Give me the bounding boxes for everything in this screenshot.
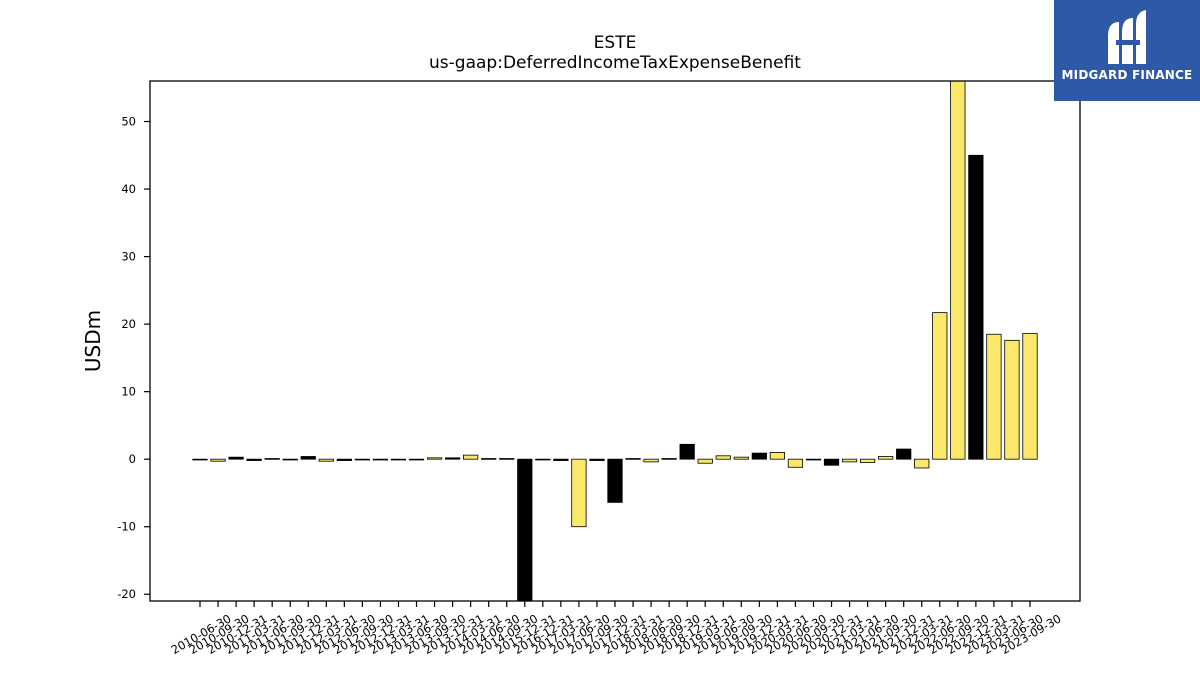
bar-2011-06-30	[264, 458, 280, 460]
bar-2017-03-31	[553, 458, 569, 461]
y-tick-label: 40	[121, 182, 136, 196]
bar-2013-06-30	[408, 458, 425, 461]
y-axis: -20 -10 0 10 20 30 40 50	[117, 115, 150, 601]
bar-2021-03-31	[841, 458, 858, 463]
y-tick-label: 0	[129, 452, 136, 466]
y-tick-label: 10	[121, 385, 136, 399]
y-tick-label: 30	[121, 250, 136, 264]
bar-2013-09-30	[426, 457, 443, 460]
y-tick-label: 50	[121, 115, 136, 129]
bar-2020-09-30	[805, 458, 822, 461]
bar-2012-09-30	[354, 458, 371, 461]
bar-2011-12-31	[300, 456, 316, 460]
bar-2014-09-30	[499, 458, 515, 460]
x-axis: 2010-06-302010-09-302010-12-312011-03-31…	[169, 601, 1064, 657]
bar-2022-09-30	[950, 80, 966, 460]
bar-2013-03-31	[390, 458, 407, 461]
bar-2018-03-31	[625, 458, 641, 460]
bar-2010-12-31	[228, 456, 244, 460]
bar-2016-12-31	[535, 458, 551, 461]
bar-2011-03-31	[246, 458, 262, 461]
chart-title: ESTE	[594, 33, 637, 53]
bar-2018-12-31	[679, 443, 695, 460]
bar-2022-12-31	[968, 154, 984, 460]
bar-2012-12-31	[372, 458, 389, 461]
bar-2014-06-30	[481, 458, 497, 460]
y-axis-label: USDm	[81, 310, 105, 372]
bar-2021-12-31	[896, 448, 912, 460]
bar-2020-06-30	[787, 458, 804, 468]
chart-subtitle: us-gaap:DeferredIncomeTaxExpenseBenefit	[429, 53, 801, 73]
bar-2010-06-30	[192, 458, 208, 461]
bar-2020-03-31	[769, 452, 785, 460]
bar-2021-06-30	[859, 458, 876, 463]
bar-2017-12-31	[607, 458, 623, 503]
bars-group	[192, 80, 1038, 602]
bar-2013-12-31	[444, 457, 461, 460]
bar-2023-03-31	[986, 333, 1002, 460]
bar-2023-09-30	[1022, 333, 1038, 460]
y-tick-label: 20	[121, 317, 136, 331]
bar-2015-12-31	[517, 458, 533, 602]
bar-2019-09-30	[733, 456, 749, 460]
brand-name: MIDGARD FINANCE	[1061, 68, 1193, 82]
brand-logo: MIDGARD FINANCE	[1054, 0, 1200, 101]
bar-2018-09-30	[661, 458, 677, 460]
bar-2022-03-31	[914, 458, 930, 469]
bar-2017-06-30	[571, 458, 587, 528]
midgard-logo-icon	[1108, 10, 1146, 64]
bar-2020-12-31	[823, 458, 840, 466]
bar-2023-06-30	[1004, 339, 1020, 460]
bar-2019-06-30	[715, 455, 731, 460]
bar-2019-03-31	[697, 458, 713, 464]
bar-2019-12-31	[751, 452, 767, 460]
bar-2018-06-30	[643, 458, 659, 463]
y-tick-label: -20	[117, 587, 136, 601]
bar-2022-06-30	[932, 312, 948, 460]
bar-2012-06-30	[336, 458, 352, 461]
bar-2014-03-31	[463, 454, 479, 460]
y-tick-label: -10	[117, 520, 136, 534]
bar-2017-09-30	[589, 458, 605, 461]
plot-frame	[149, 80, 1081, 602]
bar-2011-09-30	[282, 458, 298, 461]
bar-2021-09-30	[878, 456, 894, 460]
bar-2012-03-31	[318, 458, 334, 462]
bar-2010-09-30	[210, 458, 226, 462]
